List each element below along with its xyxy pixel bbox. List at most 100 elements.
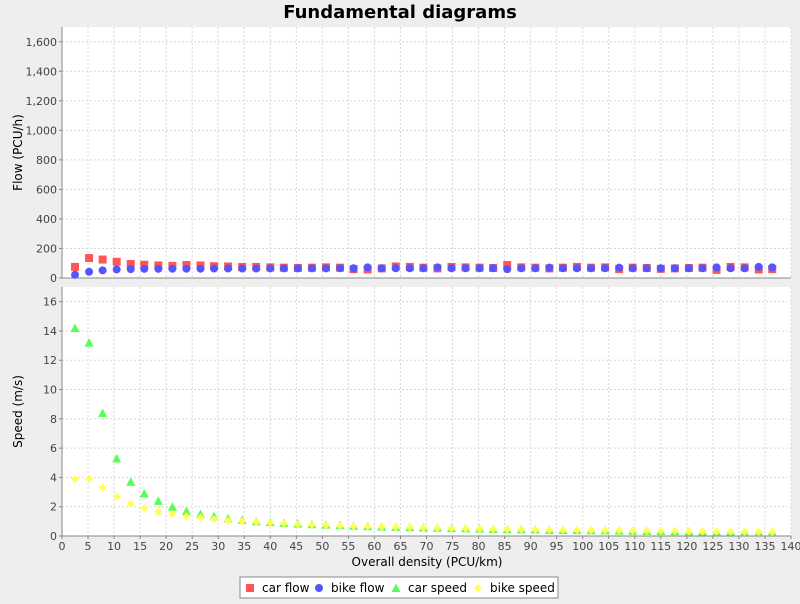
x-tick-label: 0 — [59, 540, 66, 553]
data-point — [406, 264, 414, 272]
data-point — [643, 264, 651, 272]
data-point — [322, 264, 330, 272]
x-tick-label: 125 — [702, 540, 723, 553]
data-point — [476, 264, 484, 272]
legend-marker — [246, 584, 254, 592]
data-point — [601, 264, 609, 272]
x-tick-label: 70 — [420, 540, 434, 553]
data-point — [713, 263, 721, 271]
data-point — [113, 258, 121, 266]
data-point — [350, 264, 358, 272]
y-tick-label: 600 — [36, 183, 57, 196]
x-tick-label: 25 — [185, 540, 199, 553]
data-point — [433, 263, 441, 271]
data-point — [336, 264, 344, 272]
data-point — [685, 264, 693, 272]
data-point — [127, 265, 135, 273]
legend-label: bike flow — [331, 581, 385, 595]
data-point — [573, 264, 581, 272]
data-point — [503, 265, 511, 273]
x-tick-label: 15 — [133, 540, 147, 553]
data-point — [154, 265, 162, 273]
data-point — [545, 264, 553, 272]
y-tick-label: 14 — [43, 325, 57, 338]
y-tick-label: 12 — [43, 354, 57, 367]
y-tick-label: 1,200 — [26, 95, 58, 108]
data-point — [99, 256, 107, 264]
x-tick-label: 140 — [781, 540, 800, 553]
x-tick-label: 90 — [524, 540, 538, 553]
legend-label: car flow — [262, 581, 310, 595]
y-axis-title: Flow (PCU/h) — [11, 114, 25, 191]
x-axis-title: Overall density (PCU/km) — [352, 555, 503, 569]
x-tick-label: 60 — [367, 540, 381, 553]
y-tick-label: 1,600 — [26, 36, 58, 49]
data-point — [85, 268, 93, 276]
x-tick-label: 5 — [85, 540, 92, 553]
data-point — [755, 263, 763, 271]
chart-title: Fundamental diagrams — [283, 2, 517, 23]
x-tick-label: 105 — [598, 540, 619, 553]
y-tick-label: 16 — [43, 296, 57, 309]
data-point — [392, 264, 400, 272]
x-tick-label: 80 — [472, 540, 486, 553]
data-point — [559, 264, 567, 272]
x-tick-label: 135 — [754, 540, 775, 553]
data-point — [462, 264, 470, 272]
x-tick-label: 95 — [550, 540, 564, 553]
data-point — [587, 264, 595, 272]
x-tick-label: 110 — [624, 540, 645, 553]
data-point — [294, 264, 302, 272]
data-point — [71, 271, 79, 279]
x-tick-label: 130 — [728, 540, 749, 553]
y-tick-label: 800 — [36, 154, 57, 167]
data-point — [768, 263, 776, 271]
data-point — [657, 264, 665, 272]
x-tick-label: 115 — [650, 540, 671, 553]
y-tick-label: 4 — [50, 471, 57, 484]
data-point — [71, 263, 79, 271]
data-point — [531, 264, 539, 272]
data-point — [238, 265, 246, 273]
legend-label: bike speed — [490, 581, 555, 595]
data-point — [280, 264, 288, 272]
x-tick-label: 45 — [289, 540, 303, 553]
data-point — [113, 265, 121, 273]
y-axis-title: Speed (m/s) — [11, 375, 25, 448]
data-point — [419, 264, 427, 272]
data-point — [741, 264, 749, 272]
legend: car flow bike flow car speed bike speed — [240, 577, 558, 598]
data-point — [727, 264, 735, 272]
x-tick-label: 85 — [498, 540, 512, 553]
x-tick-label: 35 — [237, 540, 251, 553]
data-point — [364, 263, 372, 271]
y-tick-label: 8 — [50, 413, 57, 426]
y-tick-label: 0 — [50, 530, 57, 543]
y-tick-label: 1,000 — [26, 124, 58, 137]
data-point — [252, 265, 260, 273]
legend-label: car speed — [408, 581, 467, 595]
data-point — [517, 264, 525, 272]
y-tick-label: 400 — [36, 213, 57, 226]
data-point — [698, 264, 706, 272]
data-point — [615, 264, 623, 272]
data-point — [168, 265, 176, 273]
x-tick-label: 50 — [315, 540, 329, 553]
data-point — [210, 265, 218, 273]
y-tick-label: 2 — [50, 501, 57, 514]
data-point — [224, 265, 232, 273]
data-point — [629, 264, 637, 272]
data-point — [99, 266, 107, 274]
data-point — [85, 254, 93, 262]
data-point — [489, 264, 497, 272]
data-point — [266, 264, 274, 272]
data-point — [182, 265, 190, 273]
x-tick-label: 65 — [393, 540, 407, 553]
data-point — [140, 265, 148, 273]
x-tick-label: 10 — [107, 540, 121, 553]
